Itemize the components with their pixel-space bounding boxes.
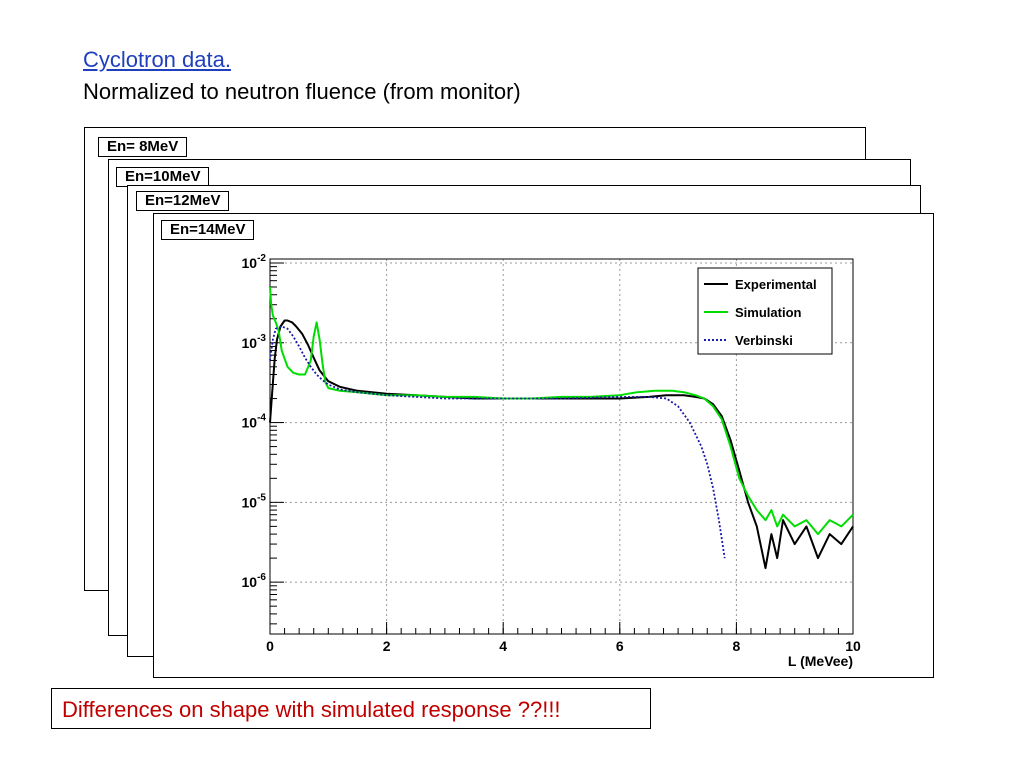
x-tick-label: 10	[845, 638, 861, 654]
x-tick-label: 2	[383, 638, 391, 654]
axis-tick-labels: 0 2 4 6 8 10 10-2 10-3 10-4 10-5 10-6	[242, 253, 861, 654]
x-tick-label: 0	[266, 638, 274, 654]
legend-label-simulation: Simulation	[735, 305, 802, 320]
note-box: Differences on shape with simulated resp…	[51, 688, 651, 729]
x-tick-label: 6	[616, 638, 624, 654]
x-axis-label: L (MeVee)	[788, 653, 853, 669]
y-tick-label: 10-2	[242, 253, 267, 271]
x-tick-label: 4	[499, 638, 507, 654]
legend-label-experimental: Experimental	[735, 277, 817, 292]
subtitle: Normalized to neutron fluence (from moni…	[83, 79, 521, 104]
y-tick-label: 10-4	[242, 413, 267, 431]
series-verbinski-line	[269, 325, 726, 559]
title-link[interactable]: Cyclotron data.	[83, 47, 231, 72]
legend-label-verbinski: Verbinski	[735, 333, 793, 348]
y-tick-label: 10-6	[242, 572, 267, 590]
series-simulation-line	[269, 286, 854, 536]
pad-label-12mev: En=12MeV	[136, 191, 230, 211]
x-tick-label: 8	[733, 638, 741, 654]
legend: Experimental Simulation Verbinski	[697, 267, 833, 355]
pad-label-14mev: En=14MeV	[161, 220, 255, 240]
y-tick-label: 10-3	[242, 333, 267, 351]
series-experimental-line	[269, 319, 854, 570]
y-tick-label: 10-5	[242, 492, 267, 510]
pad-label-8mev: En= 8MeV	[98, 137, 188, 157]
curves	[269, 286, 854, 570]
